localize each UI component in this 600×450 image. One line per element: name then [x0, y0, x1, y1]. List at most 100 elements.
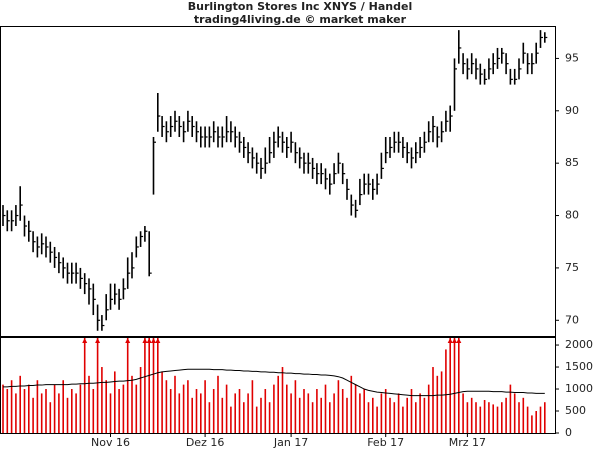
- volume-bar: [221, 397, 224, 433]
- volume-bar: [109, 393, 112, 433]
- volume-bar: [298, 397, 301, 433]
- volume-bar: [423, 397, 426, 433]
- volume-bar: [88, 375, 90, 433]
- volume-bar: [53, 384, 56, 433]
- volume-bar: [144, 338, 146, 433]
- volume-bar: [243, 402, 245, 433]
- volume-bar: [535, 411, 537, 433]
- volume-bar: [200, 393, 202, 433]
- volume-bar: [462, 393, 464, 433]
- volume-y-tick-label: 1500: [565, 360, 593, 373]
- volume-bar: [367, 402, 370, 433]
- volume-bar: [436, 375, 439, 433]
- volume-bar: [290, 393, 292, 433]
- volume-bar: [329, 402, 331, 433]
- volume-bar: [36, 380, 39, 433]
- volume-bar: [492, 404, 494, 433]
- volume-bar: [105, 380, 107, 433]
- y-tick-label: 90: [565, 104, 579, 117]
- volume-y-tick-label: 0: [565, 426, 572, 439]
- volume-bar: [2, 384, 4, 433]
- volume-bar: [118, 389, 120, 433]
- volume-bar: [513, 393, 516, 433]
- chart-subtitle: trading4living.de © market maker: [194, 13, 407, 26]
- volume-bar: [45, 389, 47, 433]
- price-frame: [0, 26, 556, 337]
- x-tick-label: Mrz 17: [449, 436, 486, 449]
- volume-bar: [419, 393, 421, 433]
- volume-bar: [19, 375, 21, 433]
- volume-bar: [135, 384, 138, 433]
- volume-bar: [522, 397, 525, 433]
- volume-bar: [359, 393, 361, 433]
- volume-bar: [281, 367, 284, 433]
- volume-bar: [415, 402, 417, 433]
- x-tick-label: Feb 17: [367, 436, 404, 449]
- volume-bar: [273, 384, 275, 433]
- volume-bar: [6, 389, 9, 433]
- volume-bar: [406, 397, 408, 433]
- volume-bar: [397, 393, 400, 433]
- y-tick-label: 80: [565, 209, 579, 222]
- volume-overflow-arrow: [155, 338, 161, 343]
- volume-bar: [157, 338, 159, 433]
- volume-bar: [161, 371, 163, 433]
- volume-bar: [445, 349, 447, 433]
- volume-bar: [324, 384, 327, 433]
- volume-bar: [488, 402, 490, 433]
- volume-bar: [458, 338, 460, 433]
- volume-bar: [449, 338, 451, 433]
- volume-bar: [294, 380, 297, 433]
- volume-bar: [255, 406, 258, 433]
- volume-bar: [410, 389, 413, 433]
- volume-bar: [311, 402, 314, 433]
- volume-bar: [131, 375, 133, 433]
- x-tick-label: Dez 16: [186, 436, 225, 449]
- volume-bar: [475, 402, 477, 433]
- volume-bar: [466, 402, 469, 433]
- volume-bar: [126, 338, 129, 433]
- volume-bar: [333, 393, 335, 433]
- volume-bar: [165, 380, 168, 433]
- volume-bar: [505, 397, 507, 433]
- volume-ma-line: [3, 368, 545, 397]
- volume-bar: [320, 397, 322, 433]
- volume-bar: [518, 402, 520, 433]
- volume-bar: [152, 338, 155, 433]
- volume-bar: [148, 338, 150, 433]
- volume-bar: [225, 384, 228, 433]
- volume-overflow-arrow: [447, 338, 453, 343]
- volume-bar: [79, 384, 82, 433]
- volume-bar: [191, 397, 193, 433]
- volume-bar: [440, 371, 443, 433]
- volume-bar: [101, 367, 103, 433]
- volume-bar: [49, 402, 52, 433]
- y-tick-label: 70: [565, 313, 579, 326]
- volume-bar: [483, 400, 486, 433]
- volume-bar: [251, 380, 254, 433]
- volume-bar: [83, 338, 86, 433]
- volume-bar: [169, 389, 172, 433]
- volume-bar: [208, 402, 211, 433]
- volume-bar: [350, 375, 353, 433]
- volume-bar: [182, 384, 185, 433]
- volume-bar: [212, 389, 215, 433]
- volume-bar: [122, 384, 125, 433]
- volume-bar: [75, 393, 77, 433]
- volume-bar: [432, 367, 434, 433]
- volume-bar: [247, 393, 249, 433]
- volume-bar: [380, 393, 383, 433]
- volume-bar: [40, 393, 43, 433]
- volume-bar: [402, 406, 404, 433]
- volume-bar: [204, 380, 206, 433]
- volume-bar: [71, 389, 73, 433]
- volume-bar: [509, 384, 512, 433]
- volume-bar: [23, 389, 26, 433]
- volume-bar: [544, 402, 546, 433]
- volume-bar: [526, 406, 529, 433]
- volume-bar: [277, 375, 279, 433]
- volume-bar: [174, 375, 176, 433]
- volume-bar: [346, 397, 348, 433]
- volume-bar: [307, 393, 310, 433]
